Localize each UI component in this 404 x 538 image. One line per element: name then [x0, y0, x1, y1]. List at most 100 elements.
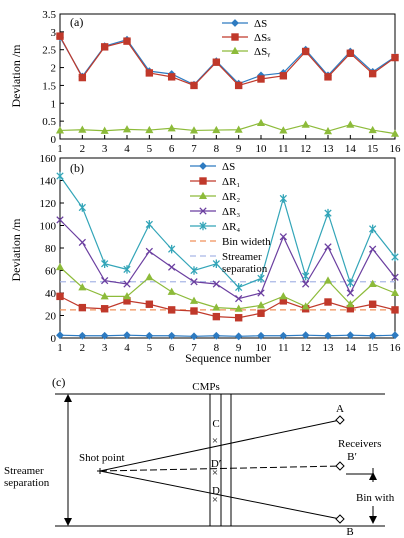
data-point: [279, 72, 288, 80]
data-point: [167, 287, 176, 295]
data-point: [302, 280, 310, 288]
data-point: [390, 129, 400, 137]
data-point: [123, 331, 131, 340]
point-a-label: A: [336, 403, 344, 415]
data-point: [55, 262, 65, 271]
data-point: [369, 224, 377, 234]
x-tick-label: 7: [191, 342, 197, 354]
series-line: [59, 219, 396, 300]
streamer-separation-label-line2: separation: [4, 477, 50, 489]
data-point: [212, 303, 221, 311]
data-point: [145, 273, 154, 281]
data-point: [78, 73, 87, 82]
data-point: [190, 266, 198, 275]
legend-label: ΔSᵧ: [254, 46, 270, 58]
ray-to-b: [99, 470, 341, 520]
data-point: [145, 125, 154, 134]
data-point: [212, 331, 221, 340]
x-tick-label: 16: [390, 143, 402, 155]
x-tick-label: 15: [367, 342, 379, 354]
data-point: [168, 263, 176, 271]
data-point: [56, 32, 64, 40]
legend-label: ΔR₃: [222, 206, 240, 218]
data-point: [145, 69, 154, 77]
point-d-prime-label: D′: [211, 458, 221, 470]
x-tick-label: 3: [102, 143, 108, 155]
data-point: [279, 233, 287, 241]
legend-label: ΔR₁: [222, 176, 240, 188]
y-tick-label: 20: [45, 311, 57, 323]
point-d-label: D: [212, 485, 220, 497]
data-point: [190, 278, 198, 286]
receivers-label: Receivers: [338, 438, 381, 450]
x-tick-label: 5: [147, 342, 153, 354]
data-point: [368, 300, 377, 308]
y-tick-label: 80: [45, 243, 57, 255]
x-tick-label: 1: [57, 342, 63, 354]
data-point: [123, 37, 131, 45]
x-tick-label: 14: [345, 143, 357, 155]
legend-label: ΔR₂: [222, 191, 240, 203]
legend-swatch-marker: [199, 177, 207, 185]
data-point: [323, 126, 333, 135]
data-point: [212, 58, 221, 66]
x-tick-label: 16: [390, 342, 402, 354]
legend-swatch-marker: [199, 162, 207, 170]
bin-arrowhead-bottom-icon: [369, 516, 377, 524]
data-point: [212, 280, 220, 288]
legend-swatch-marker: [199, 207, 207, 215]
legend-label: ΔR₄: [222, 221, 240, 233]
data-point: [234, 314, 243, 322]
data-point: [190, 81, 198, 90]
cmp-c-marker-icon: ×: [212, 435, 218, 447]
data-point: [189, 126, 199, 134]
data-point: [234, 304, 243, 312]
data-point: [78, 238, 86, 247]
x-tick-label: 11: [278, 342, 289, 354]
data-point: [78, 203, 86, 212]
panel-b-chart: (b) Deviation /m Sequence number 0204060…: [9, 153, 401, 365]
x-tick-label: 11: [278, 143, 289, 155]
data-point: [190, 307, 198, 315]
x-tick-label: 14: [345, 342, 357, 354]
y-tick-label: 0: [51, 333, 57, 345]
series-line: [59, 334, 396, 337]
data-point: [346, 289, 354, 297]
panel-a-label: (a): [70, 15, 83, 29]
y-tick-label: 1: [51, 98, 57, 110]
bin-width-label: Bin with: [356, 492, 395, 504]
receiver-a-icon: [335, 415, 345, 425]
x-tick-label: 10: [256, 342, 268, 354]
y-tick-label: 100: [40, 221, 57, 233]
data-point: [234, 332, 243, 341]
data-point: [168, 244, 176, 254]
x-tick-label: 13: [323, 342, 335, 354]
data-point: [391, 331, 399, 340]
data-point: [301, 120, 310, 128]
series-line: [59, 295, 396, 319]
data-point: [301, 331, 310, 340]
legend-label: Streamer: [222, 251, 262, 263]
data-point: [346, 331, 355, 340]
data-point: [167, 306, 176, 314]
legend-swatch-marker: [231, 33, 239, 41]
data-point: [257, 289, 265, 297]
legend-label: ΔSₛ: [254, 32, 271, 44]
data-point: [324, 208, 332, 218]
data-point: [301, 47, 310, 56]
data-point: [167, 73, 176, 81]
x-tick-label: 8: [214, 143, 220, 155]
bin-arrowhead-top-icon: [369, 472, 377, 480]
data-point: [257, 274, 265, 283]
panel-b-series: [55, 171, 400, 341]
data-point: [368, 69, 377, 78]
data-point: [56, 216, 64, 224]
data-point: [346, 49, 355, 57]
legend-swatch-marker: [198, 191, 208, 200]
data-point: [145, 220, 153, 229]
data-point: [122, 292, 132, 300]
legend-label-continued: separation: [222, 263, 268, 275]
